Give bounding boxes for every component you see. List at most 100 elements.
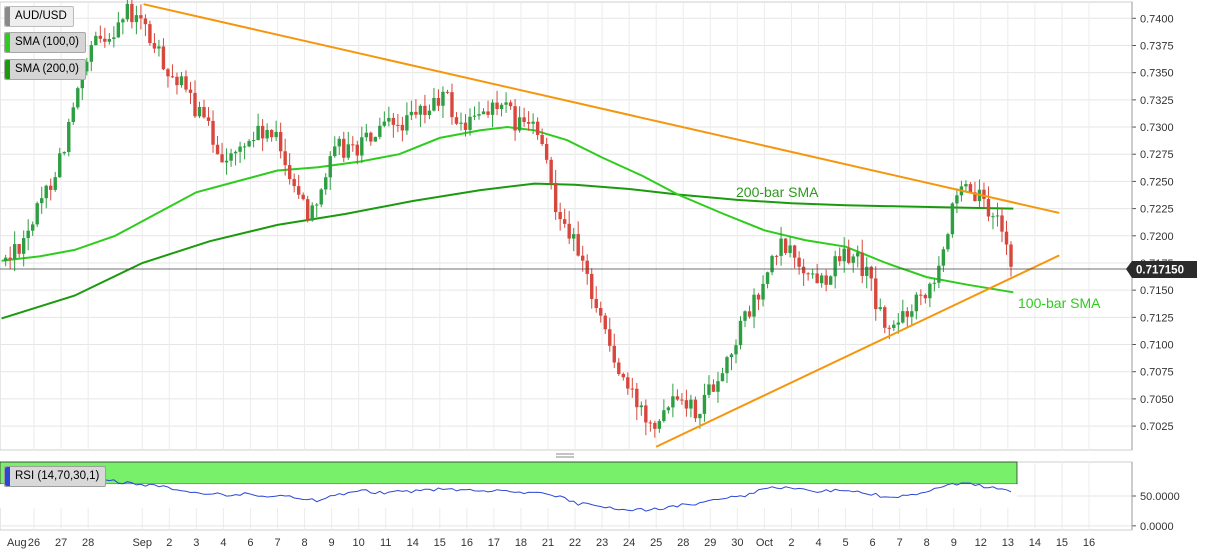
candle xyxy=(450,83,454,125)
candle xyxy=(842,237,846,273)
candle xyxy=(481,108,486,115)
resistance-trendline[interactable] xyxy=(143,3,1060,214)
candle xyxy=(76,86,80,110)
candle xyxy=(301,192,305,201)
support-trendline[interactable] xyxy=(655,254,1060,448)
candle xyxy=(1004,220,1009,255)
candle xyxy=(986,186,991,222)
candle xyxy=(360,126,364,164)
candle xyxy=(134,5,139,35)
x-tick-label: 13 xyxy=(1002,537,1014,549)
candle xyxy=(752,288,756,329)
rsi-legend[interactable]: RSI (14,70,30,1) xyxy=(4,466,107,487)
sma200-legend-label: SMA (200,0) xyxy=(15,63,79,75)
candle xyxy=(274,120,278,141)
candle xyxy=(639,401,644,416)
candle xyxy=(143,14,148,37)
candle xyxy=(653,420,657,438)
candle xyxy=(590,268,594,309)
candle xyxy=(157,39,161,57)
rsi-axis: 50.0000 0.0000 xyxy=(1131,462,1180,533)
candle xyxy=(468,108,472,136)
symbol-legend[interactable]: AUD/USD xyxy=(4,6,74,27)
candle xyxy=(878,298,882,312)
sma200-legend[interactable]: SMA (200,0) xyxy=(4,59,86,80)
candle xyxy=(964,180,968,192)
x-tick-label: 4 xyxy=(815,537,821,549)
candle xyxy=(662,399,666,423)
candle xyxy=(761,275,765,307)
y-tick-label: 0.7250 xyxy=(1140,176,1174,188)
sma100-line xyxy=(1,125,1014,294)
candle xyxy=(896,313,900,334)
candle xyxy=(112,26,116,48)
candle xyxy=(612,333,616,369)
y-tick-label: 0.7200 xyxy=(1140,231,1174,243)
x-tick-label: 6 xyxy=(870,537,876,549)
candle xyxy=(414,99,418,119)
candle xyxy=(21,230,26,267)
price-axis: 0.7400 0.7375 0.7350 0.7325 0.7300 0.7275 0.72… xyxy=(1131,2,1174,450)
candle xyxy=(513,99,517,141)
candle xyxy=(278,122,283,159)
candle xyxy=(788,236,792,258)
candle xyxy=(833,250,837,289)
y-tick-label: 0.7325 xyxy=(1140,95,1174,107)
candle xyxy=(585,254,589,285)
candle xyxy=(49,178,53,201)
candle xyxy=(905,307,910,327)
candle xyxy=(774,254,779,266)
candle xyxy=(1000,208,1004,243)
candle xyxy=(423,94,427,124)
pane-splitter-handle[interactable] xyxy=(556,453,574,458)
candle xyxy=(892,320,896,332)
candle xyxy=(477,101,481,120)
candle xyxy=(121,17,125,35)
rsi-y-tick-label: 0.0000 xyxy=(1140,521,1174,533)
candle xyxy=(923,293,928,304)
candle xyxy=(797,251,801,275)
x-tick-label: Aug xyxy=(7,537,27,549)
candle xyxy=(562,208,567,228)
candle xyxy=(116,11,121,38)
candle xyxy=(608,317,612,352)
candle xyxy=(400,116,405,142)
rsi-bands xyxy=(0,461,1018,508)
y-tick-label: 0.7275 xyxy=(1140,149,1174,161)
rsi-swatch xyxy=(5,467,10,486)
candle xyxy=(324,173,328,195)
candle xyxy=(567,210,571,245)
candle xyxy=(504,92,508,113)
y-tick-label: 0.7025 xyxy=(1140,421,1174,433)
candle xyxy=(283,138,287,176)
candle xyxy=(626,372,630,395)
candle xyxy=(454,112,459,125)
candle xyxy=(369,131,373,146)
x-tick-label: 8 xyxy=(301,537,307,549)
rsi-line xyxy=(5,478,1012,512)
candle xyxy=(251,131,256,148)
candle xyxy=(693,396,698,422)
candle xyxy=(62,151,66,156)
candle xyxy=(928,282,932,308)
candle xyxy=(152,33,157,54)
x-tick-label: 26 xyxy=(28,537,40,549)
candle xyxy=(89,40,94,72)
candle xyxy=(94,31,98,46)
candle xyxy=(531,113,535,135)
candle xyxy=(175,72,179,95)
x-tick-label: 9 xyxy=(951,537,957,549)
candle xyxy=(684,389,689,417)
candle xyxy=(85,57,89,76)
candle xyxy=(67,118,71,157)
candle xyxy=(743,310,747,328)
sma100-legend[interactable]: SMA (100,0) xyxy=(4,32,86,53)
x-tick-label: 28 xyxy=(677,537,689,549)
candle xyxy=(238,141,242,163)
symbol-swatch xyxy=(5,7,10,26)
candle xyxy=(247,139,251,148)
candle xyxy=(459,112,463,131)
x-tick-label: 4 xyxy=(220,537,226,549)
